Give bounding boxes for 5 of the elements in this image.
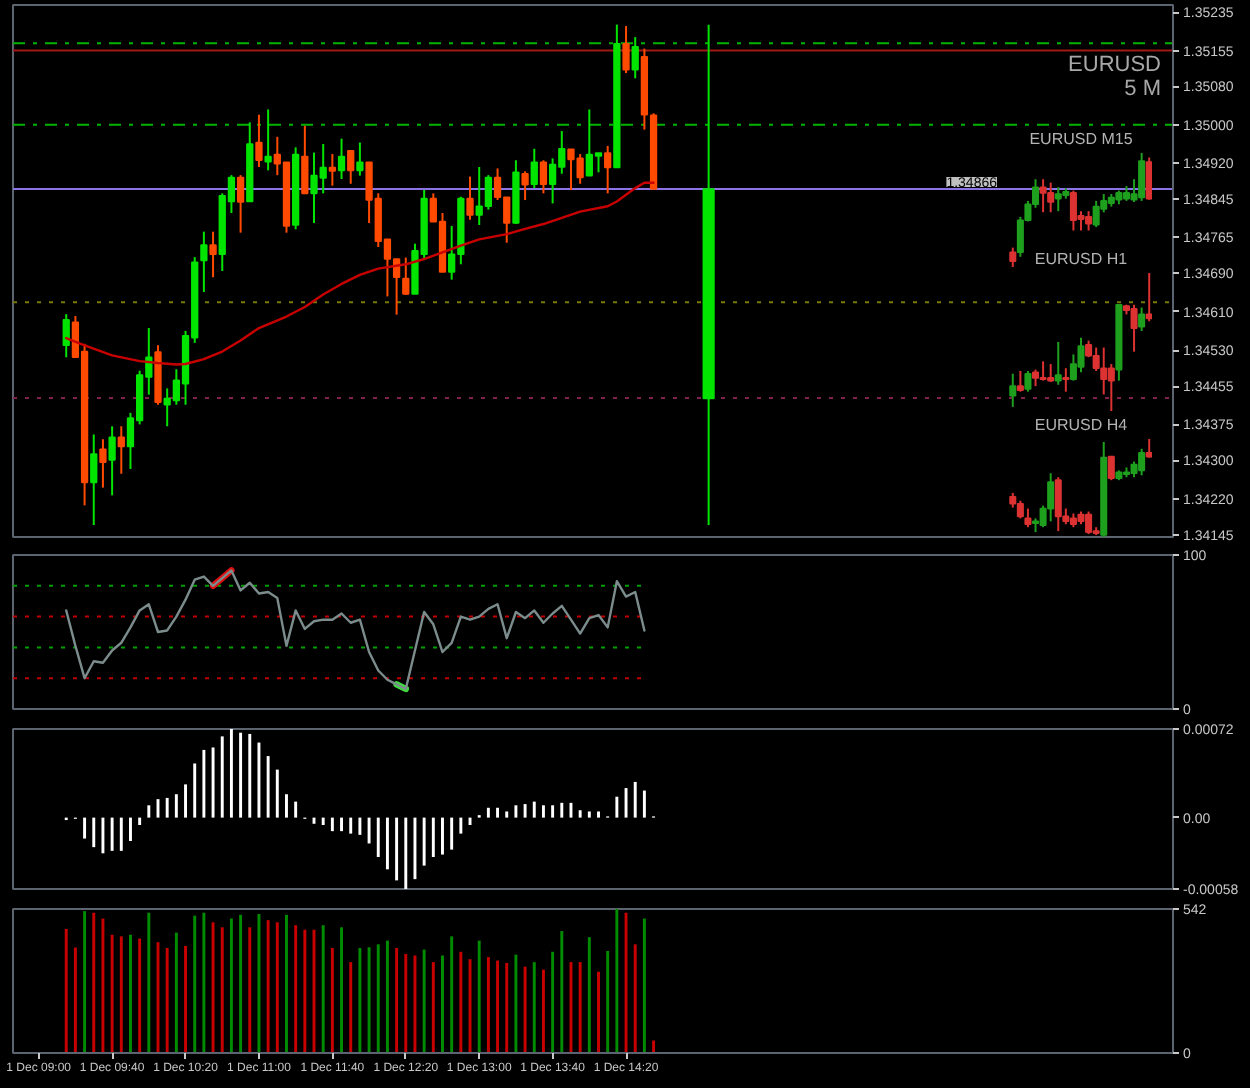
chart-title: EURUSD H1 (1034, 250, 1129, 268)
text: EURUSD (1068, 53, 1162, 77)
text: 5 M (1124, 77, 1162, 101)
chart-title: EURUSD M15 (1029, 130, 1134, 148)
chart-title: EURUSD H4 (1034, 416, 1129, 434)
